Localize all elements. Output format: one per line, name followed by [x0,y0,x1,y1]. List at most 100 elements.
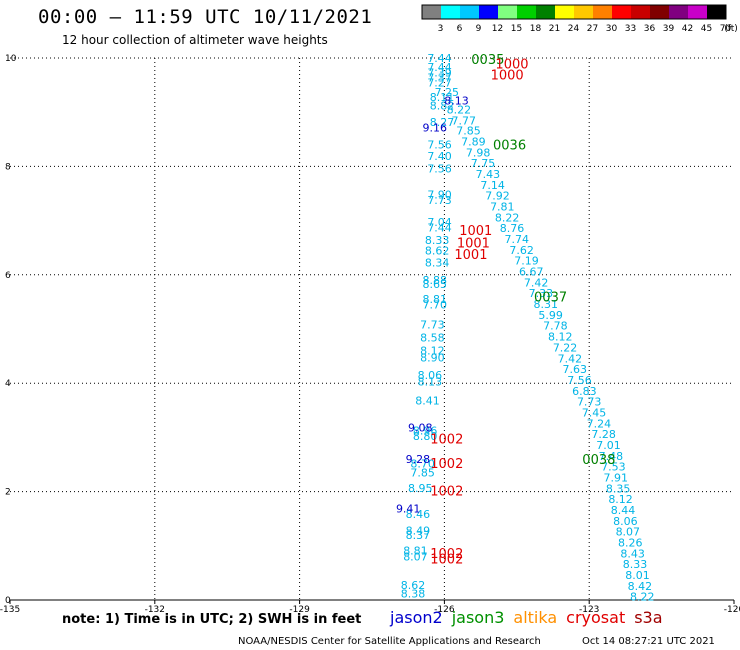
colorbar-swatch [650,5,669,19]
wave-height-label: 7.44 [427,222,452,235]
wave-height-label: 8.82 [430,100,455,113]
wave-height-label: 9.41 [396,502,421,515]
wave-height-label: 7.73 [427,194,452,207]
x-tick-label: -129 [289,605,310,615]
wave-height-label: 8.38 [401,587,426,600]
wave-height-label: 7.53 [601,461,626,474]
colorbar-label: 3 [438,24,444,34]
colorbar-unit: (ft) [724,24,738,34]
axes: -135 -132 -129 -126 -123 -120 0 2 4 6 8 10 [0,54,740,615]
x-tick-label: -132 [145,605,165,615]
colorbar-label: 21 [549,24,560,34]
wave-height-label: 7.74 [505,233,530,246]
wave-height-label: 7.44 [427,52,452,65]
legend-altika: altika [513,608,558,627]
color-scale-bar: 3 6 9 12 15 18 21 24 27 30 33 36 39 42 45 70(ft) [421,4,738,34]
wave-height-label: 8.11 [430,91,455,104]
wave-height-label: 8.12 [420,345,445,358]
wave-height-label: 7.75 [471,157,496,170]
wave-height-label: 8.80 [413,430,438,443]
wave-height-label: 7.98 [466,146,491,159]
x-tick-label: -126 [434,605,455,615]
wave-height-label: 7.70 [422,299,447,312]
time-label: 1001 [457,236,490,251]
wave-height-label: 7.45 [582,406,607,419]
colorbar-swatch [479,5,498,19]
x-tick-label: -123 [579,605,599,615]
wave-height-label: 8.62 [401,579,426,592]
wave-height-label: 8.44 [611,504,636,517]
wave-height-label: 8.81 [403,545,428,558]
wave-height-label: 6.83 [572,385,597,398]
wave-height-label: 7.85 [410,467,435,480]
wave-height-label: 8.33 [425,234,450,247]
time-label: 1002 [430,547,463,562]
colorbar-swatch [707,5,726,19]
wave-height-label: 7.25 [435,86,460,99]
wave-height-label: 8.42 [628,580,653,593]
wave-height-label: 8.43 [620,547,645,560]
wave-height-label: 7.62 [509,244,534,257]
time-label: 0036 [493,139,526,154]
colorbar-swatch [536,5,555,19]
wave-height-label: 8.31 [534,298,559,311]
colorbar-swatch [593,5,612,19]
wave-height-label: 8.70 [410,457,435,470]
colorbar-label: 12 [492,24,503,34]
wave-height-label: 8.65 [422,278,447,291]
colorbar-swatch [688,5,707,19]
legend-s3a: s3a [634,608,663,627]
wave-height-label: 7.22 [553,341,578,354]
wave-height-label: 7.81 [490,201,515,214]
wave-height-label: 8.07 [403,551,428,564]
colorbar-swatch [574,5,593,19]
wave-height-label: 7.48 [599,450,624,463]
wave-height-label: 7.44 [427,61,452,74]
x-tick-label: -120 [724,605,740,615]
wave-height-label: 8.13 [444,94,469,107]
wave-height-label: 8.26 [618,537,643,550]
colorbar-label: 42 [682,24,693,34]
wave-height-label: 7.56 [427,139,452,152]
wave-height-label: 8.49 [406,525,431,538]
wave-height-label: 8.46 [406,508,431,521]
colorbar-label: 45 [701,24,712,34]
wave-height-label: 7.73 [420,319,445,332]
wave-height-label: 8.95 [408,482,433,495]
legend-cryosat: cryosat [566,608,626,627]
colorbar-label: 36 [644,24,656,34]
wave-height-label: 7.56 [427,163,452,176]
wave-height-label: 7.43 [476,168,501,181]
time-label: 1002 [430,432,463,447]
colorbar-label: 15 [511,24,522,34]
colorbar-swatch [460,5,479,19]
wave-height-label: 8.33 [623,558,648,571]
y-tick-label: 0 [5,596,11,606]
wave-height-label: 7.01 [596,439,621,452]
wave-height-label: 8.27 [430,116,455,129]
colorbar-swatch [422,5,441,19]
colorbar-swatch [555,5,574,19]
wave-height-label: 9.28 [406,453,431,466]
wave-height-label: 7.85 [456,125,481,138]
wave-height-label: 7.42 [558,352,583,365]
wave-height-label: 9.16 [422,121,447,134]
wave-height-label: 8.88 [422,274,447,287]
colorbar-label: 39 [663,24,675,34]
colorbar-label: 9 [476,24,482,34]
page-title: 00:00 – 11:59 UTC 10/11/2021 [38,6,373,28]
colorbar-label: 18 [530,24,542,34]
y-tick-label: 2 [5,488,11,498]
wave-height-label: 8.06 [418,369,443,382]
footer-timestamp: Oct 14 08:27:21 UTC 2021 [582,636,715,647]
colorbar-swatch [612,5,631,19]
wave-height-label: 7.28 [591,428,616,441]
y-tick-label: 10 [5,54,17,64]
time-label: 1001 [459,224,492,239]
wave-height-label: 8.22 [447,103,472,116]
wave-height-label: 8.06 [613,515,638,528]
footer-organization: NOAA/NESDIS Center for Satellite Applica… [238,636,541,647]
wave-height-label: 7.90 [427,189,452,202]
wave-height-label: 8.96 [413,424,438,437]
